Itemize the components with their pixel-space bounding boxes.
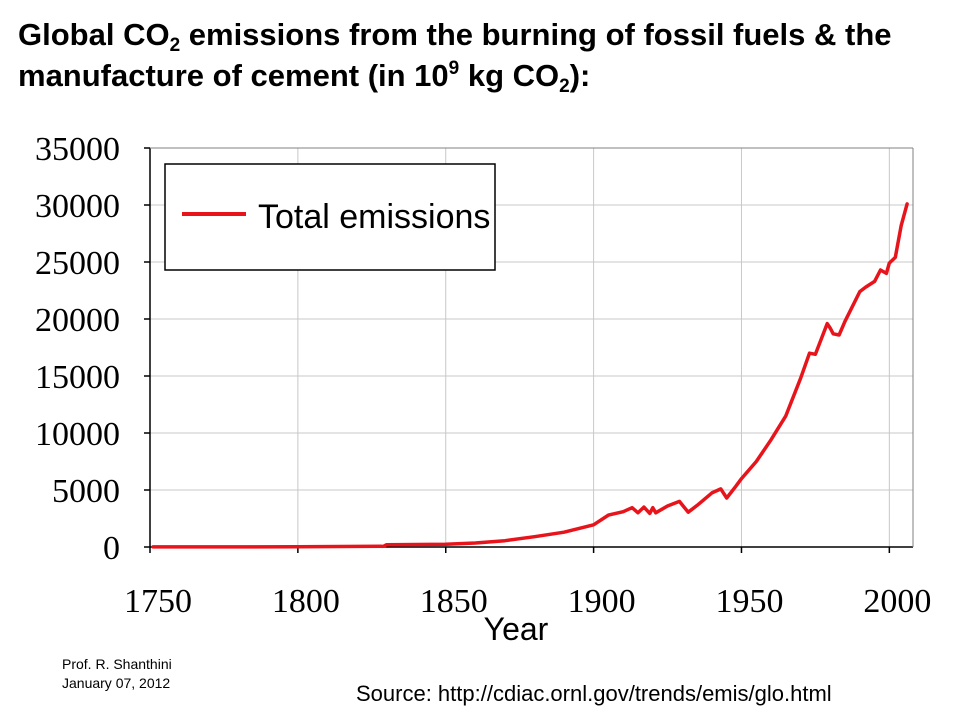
y-tick-label: 15000 [35,359,120,396]
x-tick-label: 1850 [420,583,488,620]
y-tick-label: 10000 [35,416,120,453]
title-text: emissions from the burning of fossil fue… [18,17,892,93]
title-text: ): [569,58,591,93]
x-axis-label: Year [484,611,549,647]
x-tick-label: 1900 [568,583,636,620]
title-text: Global CO [18,17,170,52]
y-tick-label: 25000 [35,245,120,282]
x-tick-label: 2000 [863,583,931,620]
title-superscript: 9 [448,58,460,79]
footer-date: January 07, 2012 [62,675,171,691]
y-tick-label: 0 [103,530,120,567]
author-name: Prof. R. Shanthini [62,656,172,672]
legend-label: Total emissions [258,198,490,236]
x-tick-label: 1750 [124,583,192,620]
y-tick-label: 30000 [35,188,120,225]
y-tick-label: 5000 [52,473,120,510]
legend-box [164,163,496,271]
title-subscript: 2 [559,76,570,97]
y-tick-label: 20000 [35,302,120,339]
x-tick-label: 1950 [715,583,783,620]
footer-credit: Prof. R. Shanthini January 07, 2012 [62,655,172,693]
series-line-total-emissions [151,202,909,549]
title-text: kg CO [459,58,560,93]
source-citation: Source: http://cdiac.ornl.gov/trends/emi… [356,681,832,706]
y-tick-label: 35000 [35,131,120,168]
x-tick-label: 1800 [272,583,340,620]
chart-title: Global CO2 emissions from the burning of… [18,14,948,96]
title-subscript: 2 [169,35,181,56]
